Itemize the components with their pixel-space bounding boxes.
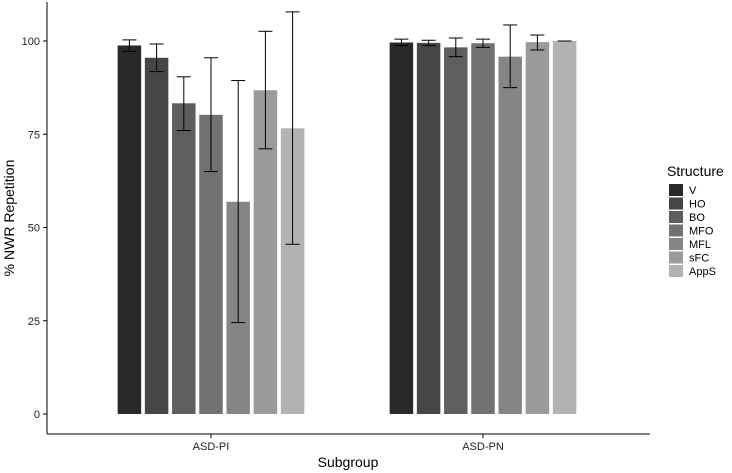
- error-bar-V-ASD-PN: [394, 38, 409, 46]
- legend-label: MFO: [689, 226, 714, 238]
- bar-HO-ASD-PI: [144, 57, 169, 414]
- x-tick-label: ASD-PN: [462, 441, 504, 453]
- bar-BO-ASD-PI: [172, 103, 196, 414]
- bar-V-ASD-PN: [389, 42, 414, 414]
- y-ticks: 0 25 50 75 100: [22, 36, 47, 421]
- legend-label: HO: [689, 199, 706, 211]
- x-axis-title: Subgroup: [318, 454, 379, 470]
- legend-swatch: [669, 238, 683, 250]
- x-tick-label: ASD-PI: [193, 441, 230, 453]
- legend-label: AppS: [689, 266, 716, 278]
- error-bar-AppS-ASD-PI: [285, 11, 300, 245]
- bar-MFO-ASD-PI: [199, 114, 223, 414]
- legend-item-sFC: sFC: [669, 251, 709, 265]
- legend-swatch: [669, 184, 683, 196]
- legend-label: sFC: [689, 253, 709, 265]
- bar-HO-ASD-PN: [416, 42, 441, 415]
- y-tick-label: 75: [28, 129, 40, 141]
- legend-item-MFO: MFO: [669, 224, 714, 238]
- y-tick-label: 50: [28, 223, 40, 235]
- bar-V-ASD-PI: [117, 45, 142, 414]
- axes-layer: [46, 2, 650, 435]
- legend-swatch: [669, 197, 683, 210]
- bar-MFL-ASD-PN: [498, 56, 522, 414]
- error-bar-BO-ASD-PI: [176, 76, 191, 132]
- error-bar-MFL-ASD-PI: [231, 80, 246, 324]
- y-tick-label: 25: [28, 316, 40, 328]
- error-bar-sFC-ASD-PN: [530, 34, 545, 51]
- error-bar-sFC-ASD-PI: [258, 30, 273, 150]
- error-bar-HO-ASD-PN: [421, 39, 436, 46]
- legend-label: V: [689, 185, 697, 197]
- error-bar-MFO-ASD-PN: [476, 38, 490, 48]
- legend-swatch: [669, 224, 683, 237]
- bar-sFC-ASD-PN: [525, 42, 550, 415]
- error-bar-MFO-ASD-PI: [204, 57, 218, 173]
- legend-item-HO: HO: [669, 197, 706, 211]
- bars-layer: [117, 41, 577, 415]
- legend-label: BO: [689, 212, 705, 224]
- y-axis-title: % NWR Repetition: [1, 160, 17, 277]
- bar-MFO-ASD-PN: [471, 43, 495, 414]
- legend-swatch: [669, 211, 683, 223]
- error-bars-layer: [122, 11, 572, 324]
- legend-title: Structure: [667, 163, 724, 179]
- error-bar-MFL-ASD-PN: [503, 24, 518, 89]
- legend-swatch: [669, 251, 683, 264]
- bar-BO-ASD-PN: [444, 47, 468, 414]
- bar-AppS-ASD-PI: [280, 128, 305, 415]
- legend-item-BO: BO: [669, 211, 705, 224]
- error-bar-HO-ASD-PI: [149, 43, 164, 73]
- legend-item-V: V: [669, 184, 697, 197]
- legend-item-MFL: MFL: [669, 238, 711, 251]
- legend-swatch: [669, 265, 683, 277]
- error-bar-V-ASD-PI: [122, 39, 137, 52]
- y-tick-label: 0: [34, 409, 40, 421]
- x-ticks: ASD-PI ASD-PN: [193, 434, 504, 453]
- error-bar-BO-ASD-PN: [448, 37, 463, 58]
- bar-sFC-ASD-PI: [253, 90, 278, 415]
- legend-label: MFL: [689, 239, 711, 251]
- legend-item-AppS: AppS: [669, 265, 716, 278]
- y-tick-label: 100: [22, 36, 40, 48]
- bar-AppS-ASD-PN: [552, 41, 577, 414]
